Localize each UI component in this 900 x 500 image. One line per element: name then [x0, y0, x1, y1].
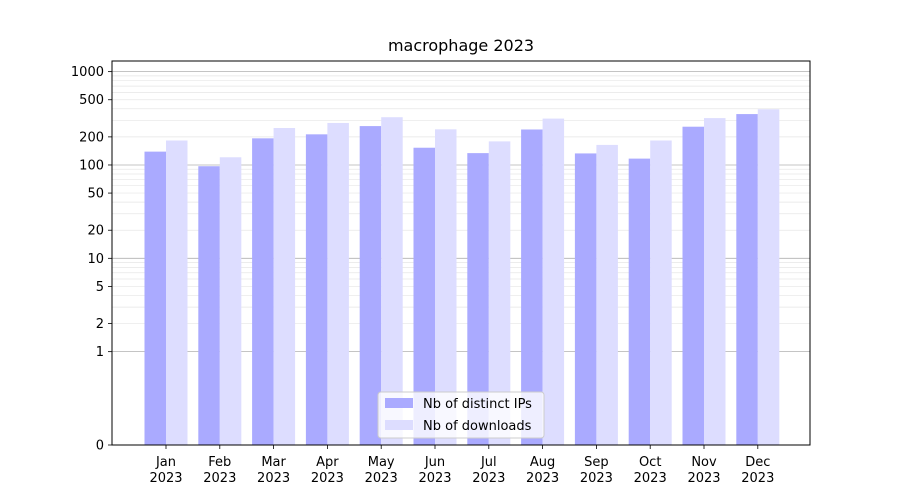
x-tick-label: Aug 2023 — [526, 455, 559, 486]
y-tick-label: 200 — [79, 130, 104, 145]
x-tick-label: Oct 2023 — [634, 455, 667, 486]
y-axis: 0 1 2 5 10 20 50 100 200 500 1000 — [71, 65, 112, 454]
x-tick-label: Feb 2023 — [203, 455, 236, 486]
bar — [757, 109, 780, 445]
legend-swatch — [385, 398, 413, 408]
x-tick-label: Jan 2023 — [149, 455, 182, 486]
bar — [542, 118, 565, 445]
bar — [359, 126, 382, 446]
bar — [327, 122, 349, 445]
y-tick-label: 2 — [96, 317, 104, 332]
legend-box — [377, 391, 545, 439]
y-tick-label: 5 — [96, 280, 104, 295]
x-axis: Jan 2023 Feb 2023 Mar 2023 Apr 2023 May 2023 Jun 20… — [149, 445, 774, 486]
bar — [574, 153, 597, 445]
x-tick-label: Nov 2023 — [687, 455, 720, 486]
bar — [144, 151, 166, 445]
bar — [467, 153, 489, 445]
legend-swatch — [385, 420, 413, 430]
bar — [219, 157, 242, 445]
bar — [488, 141, 511, 445]
y-tick-label: 20 — [87, 224, 104, 239]
bar — [704, 118, 726, 446]
bar — [521, 129, 543, 445]
bar — [650, 140, 672, 445]
x-tick-label: Mar 2023 — [257, 455, 290, 486]
x-tick-label: Sep 2023 — [580, 455, 613, 486]
bar — [628, 158, 651, 445]
bar — [381, 117, 403, 445]
x-tick-label: Apr 2023 — [311, 455, 344, 486]
plot-frame — [111, 60, 811, 446]
legend: Nb of distinct IPs Nb of downloads — [377, 391, 545, 439]
y-tick-label: 500 — [79, 93, 104, 108]
bar — [682, 126, 704, 446]
y-tick-label: 1 — [96, 345, 104, 360]
bar — [435, 129, 457, 446]
bar — [252, 138, 274, 446]
legend-label: Nb of distinct IPs — [423, 397, 532, 412]
bar — [166, 140, 188, 445]
y-tick-label: 10 — [87, 252, 104, 267]
bar — [736, 114, 758, 445]
y-tick-label: 1000 — [71, 65, 104, 80]
bar — [413, 147, 435, 445]
x-tick-label: Jun 2023 — [418, 455, 451, 486]
y-tick-label: 100 — [79, 158, 104, 173]
legend-label: Nb of downloads — [423, 419, 532, 434]
y-tick-label: 0 — [96, 439, 104, 454]
bar — [305, 134, 328, 445]
y-tick-label: 50 — [87, 187, 104, 202]
x-tick-label: May 2023 — [365, 455, 398, 486]
bar — [198, 166, 220, 446]
bar — [596, 144, 618, 445]
x-tick-label: Jul 2023 — [472, 455, 505, 486]
chart-title: macrophage 2023 — [388, 36, 534, 55]
x-tick-label: Dec 2023 — [741, 455, 774, 486]
bars — [144, 109, 780, 446]
bar — [273, 127, 296, 445]
